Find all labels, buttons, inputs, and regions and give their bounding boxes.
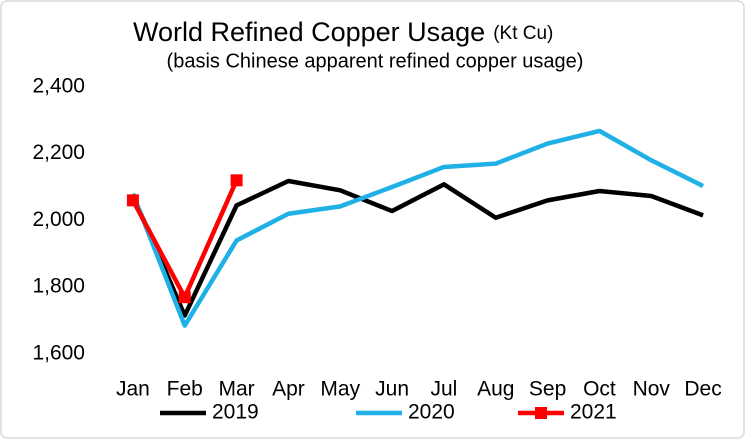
y-tick-label: 1,600 [32,342,85,365]
x-tick-label: Aug [477,378,514,401]
legend-label: 2021 [570,401,617,424]
x-tick-label: May [320,378,360,401]
title-main: World Refined Copper Usage [133,17,485,47]
x-tick-label: Mar [218,378,254,401]
x-tick-label: Nov [633,378,671,401]
y-tick-label: 2,400 [32,74,85,97]
x-tick-label: Jan [116,378,150,401]
y-tick-label: 1,800 [32,275,85,298]
x-tick-label: Jul [430,378,457,401]
legend-marker [535,407,547,419]
x-tick-label: Sep [529,378,566,401]
x-tick-label: Oct [583,378,616,401]
legend-label: 2020 [408,401,455,424]
chart-subtitle: (basis Chinese apparent refined copper u… [167,50,584,72]
y-tick-label: 2,000 [32,208,85,231]
legend-label: 2019 [212,401,259,424]
series-marker [126,194,139,207]
y-tick-label: 2,200 [32,141,85,164]
series-marker [178,291,191,304]
chart-title: World Refined Copper Usage (Kt Cu) [133,17,553,47]
x-tick-label: Dec [684,378,721,401]
series-line [130,178,704,318]
x-tick-label: Apr [272,378,305,401]
x-tick-label: Feb [167,378,203,401]
series-marker [230,174,243,187]
title-unit: (Kt Cu) [493,23,553,44]
series-line [130,128,705,328]
x-tick-label: Jun [375,378,409,401]
